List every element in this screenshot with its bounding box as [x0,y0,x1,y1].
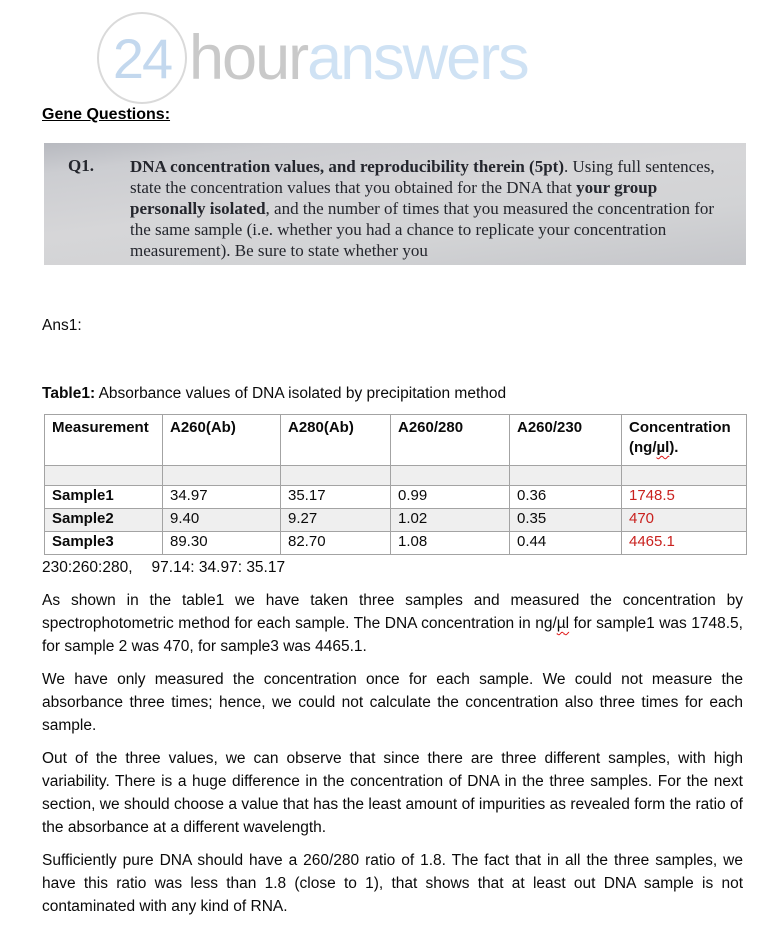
section-heading: Gene Questions: [42,106,171,123]
ratio230-value: 0.44 [509,531,622,555]
table-caption: Table1: Absorbance values of DNA isolate… [42,385,782,403]
empty-cell [509,465,622,486]
question-image: Q1. DNA concentration values, and reprod… [44,143,746,265]
empty-cell [621,465,747,486]
question-bold-emphasis: your group personally isolated [130,178,658,218]
ratio280-value: 1.08 [390,531,510,555]
paragraph-4: Sufficiently pure DNA should have a 260/… [42,852,743,915]
answer-label: Ans1: [42,317,82,334]
paragraph-1-text-end: for sample1 was 1748.5, for sample 2 was… [42,615,743,655]
conc-header-post: ). [669,439,679,456]
ratio-note-left: 230:260:280, [42,559,133,576]
ratio-note-right: 97.14: 34.97: 35.17 [151,559,286,576]
paragraph-1-text: As shown in the table1 we have taken thr… [42,592,743,632]
logo-circle-icon: 24 [97,12,187,104]
question-bold-title: DNA concentration values, and reproducib… [130,157,564,176]
a260-value: 89.30 [162,531,281,555]
ratio280-value: 1.02 [390,508,510,532]
absorbance-table: Measurement A260(Ab) A280(Ab) A260/280 A… [44,414,747,555]
empty-cell [280,465,391,486]
paragraph-1-unit: µl [556,615,570,632]
logo-number: 24 [112,26,173,90]
question-text: DNA concentration values, and reproducib… [130,156,726,261]
empty-cell [44,465,163,486]
ratio-note: 230:260:280, 97.14: 34.97: 35.17 [42,559,782,577]
table-empty-row [44,465,747,486]
ratio230-value: 0.36 [509,485,622,509]
paragraph-2: We have only measured the concentration … [42,671,743,734]
concentration-value: 470 [621,508,747,532]
logo-word-hour: hour [189,22,309,93]
col-header-measurement: Measurement [44,414,163,466]
conc-header-unit: µl [656,439,670,456]
a280-value: 35.17 [280,485,391,509]
question-number: Q1. [68,156,94,175]
paragraph-3: Out of the three values, we can observe … [42,750,743,836]
site-logo: 24 hour answers [0,0,782,104]
col-header-concentration: Concentration (ng/µl). [621,414,747,466]
question-text-part1: . Using full sentences, state the concen… [130,157,715,197]
sample-name: Sample3 [44,531,163,555]
sample-name: Sample2 [44,508,163,532]
conc-header-pre: Concentration (ng/ [629,419,731,456]
ratio280-value: 0.99 [390,485,510,509]
col-header-a260: A260(Ab) [162,414,281,466]
paragraph-1: As shown in the table1 we have taken thr… [42,589,743,658]
table-row-sample2: Sample2 9.40 9.27 1.02 0.35 470 [44,508,747,532]
a280-value: 82.70 [280,531,391,555]
col-header-a280: A280(Ab) [280,414,391,466]
table-row-sample1: Sample1 34.97 35.17 0.99 0.36 1748.5 [44,485,747,509]
col-header-ratio230: A260/230 [509,414,622,466]
empty-cell [390,465,510,486]
concentration-value: 4465.1 [621,531,747,555]
col-header-ratio280: A260/280 [390,414,510,466]
empty-cell [162,465,281,486]
a260-value: 34.97 [162,485,281,509]
table-row-sample3: Sample3 89.30 82.70 1.08 0.44 4465.1 [44,531,747,555]
question-text-part2: , and the number of times that you measu… [130,199,715,260]
ratio230-value: 0.35 [509,508,622,532]
table-header-row: Measurement A260(Ab) A280(Ab) A260/280 A… [44,414,747,466]
concentration-value: 1748.5 [621,485,747,509]
sample-name: Sample1 [44,485,163,509]
question-clipped-line: thod and to report [384,262,505,265]
table-caption-text: Absorbance values of DNA isolated by pre… [95,385,507,402]
logo-word-answers: answers [307,22,530,93]
table-caption-number: Table1: [42,385,96,402]
a280-value: 9.27 [280,508,391,532]
a260-value: 9.40 [162,508,281,532]
